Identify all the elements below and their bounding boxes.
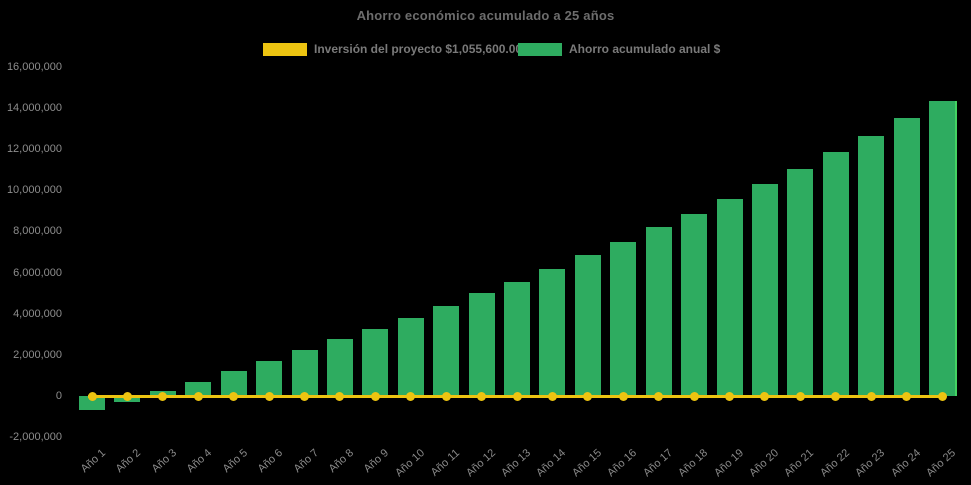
x-tick-label-año-9: Año 9 — [361, 447, 392, 476]
bar-año-7 — [291, 349, 318, 396]
legend-label-ahorro: Ahorro acumulado anual $ — [569, 42, 721, 56]
bar-año-11 — [433, 306, 460, 396]
bar-año-10 — [397, 317, 424, 396]
y-tick-label: 16,000,000 — [6, 61, 62, 73]
y-tick-label: 4,000,000 — [13, 307, 62, 320]
line-marker-año-9 — [370, 391, 380, 401]
x-tick-label-año-15: Año 15 — [569, 447, 604, 480]
line-marker-año-16 — [618, 391, 628, 401]
bar-año-21 — [787, 168, 814, 396]
bar-año-8 — [326, 339, 353, 396]
bar-año-20 — [751, 184, 778, 396]
line-marker-año-18 — [689, 391, 699, 401]
legend-item-inversion: Inversión del proyecto $1,055,600.00 — [263, 42, 522, 56]
bar-año-24 — [893, 118, 920, 396]
line-marker-año-19 — [725, 391, 735, 401]
x-tick-label-año-1: Año 1 — [78, 447, 109, 476]
bar-año-23 — [858, 135, 885, 396]
x-tick-label-año-6: Año 6 — [255, 447, 286, 476]
x-tick-label-año-20: Año 20 — [747, 447, 781, 480]
line-marker-año-7 — [300, 391, 310, 401]
y-tick-label: -2,000,000 — [9, 431, 62, 443]
bar-año-14 — [539, 269, 566, 396]
x-tick-label-año-23: Año 23 — [853, 447, 888, 480]
bar-año-13 — [504, 281, 531, 396]
x-tick-label-año-7: Año 7 — [291, 447, 321, 476]
x-tick-label-año-18: Año 18 — [676, 447, 711, 480]
x-tick-label-año-14: Año 14 — [534, 447, 569, 480]
bar-año-18 — [681, 213, 708, 396]
x-tick-label-año-10: Año 10 — [392, 447, 427, 480]
bar-año-9 — [362, 329, 389, 396]
line-marker-año-22 — [831, 391, 841, 401]
legend-item-ahorro: Ahorro acumulado anual $ — [518, 42, 720, 56]
x-tick-label-año-11: Año 11 — [428, 447, 463, 479]
line-marker-año-2 — [122, 391, 132, 401]
y-tick-label: 2,000,000 — [13, 348, 62, 361]
y-tick-label: 0 — [55, 389, 62, 402]
line-marker-año-12 — [477, 391, 487, 401]
x-tick-label-año-25: Año 25 — [924, 447, 959, 480]
bar-año-16 — [610, 241, 637, 396]
legend-swatch-ahorro — [518, 42, 562, 56]
line-marker-año-14 — [547, 391, 557, 401]
y-tick-label: 8,000,000 — [13, 225, 62, 238]
legend-label-inversion: Inversión del proyecto $1,055,600.00 — [314, 42, 523, 56]
legend-swatch-inversion — [263, 42, 307, 56]
x-tick-label-año-4: Año 4 — [184, 447, 215, 476]
bar-año-1 — [79, 395, 105, 411]
line-marker-año-4 — [193, 391, 203, 401]
x-tick-label-año-16: Año 16 — [605, 447, 640, 480]
x-tick-label-año-22: Año 22 — [817, 447, 852, 480]
bar-año-25 — [929, 100, 958, 396]
bar-año-6 — [256, 360, 283, 396]
y-tick-label: 14,000,000 — [6, 102, 62, 115]
x-tick-label-año-12: Año 12 — [463, 447, 498, 480]
line-marker-año-3 — [158, 391, 168, 401]
line-marker-año-23 — [866, 391, 876, 401]
bar-año-15 — [574, 255, 601, 396]
bar-año-12 — [468, 293, 495, 396]
line-marker-año-21 — [795, 391, 805, 401]
bar-año-19 — [716, 198, 743, 396]
x-tick-label-año-17: Año 17 — [640, 447, 675, 480]
x-tick-label-año-8: Año 8 — [326, 447, 356, 476]
y-tick-label: 6,000,000 — [13, 266, 62, 279]
line-marker-año-20 — [760, 391, 770, 401]
line-marker-año-5 — [229, 391, 239, 401]
line-marker-año-1 — [87, 391, 97, 401]
line-marker-año-8 — [335, 391, 345, 401]
line-marker-año-24 — [902, 391, 912, 401]
line-marker-año-25 — [937, 391, 947, 401]
x-tick-label-año-2: Año 2 — [114, 447, 144, 476]
line-marker-año-6 — [264, 391, 274, 401]
x-tick-label-año-3: Año 3 — [149, 447, 179, 476]
x-tick-label-año-13: Año 13 — [499, 447, 534, 480]
line-marker-año-15 — [583, 391, 593, 401]
line-marker-año-13 — [512, 391, 522, 401]
x-tick-label-año-5: Año 5 — [220, 447, 250, 476]
chart-title: Ahorro económico acumulado a 25 años — [356, 8, 615, 23]
x-tick-label-año-19: Año 19 — [711, 447, 746, 480]
y-tick-label: 12,000,000 — [6, 143, 62, 156]
x-tick-label-año-24: Año 24 — [888, 447, 923, 480]
x-tick-label-año-21: Año 21 — [782, 447, 817, 480]
bar-año-22 — [822, 152, 849, 396]
bar-año-4 — [185, 381, 212, 396]
y-tick-label: 10,000,000 — [6, 184, 62, 197]
line-marker-año-17 — [654, 391, 664, 401]
line-marker-año-11 — [441, 391, 451, 401]
bar-año-5 — [220, 371, 247, 396]
bar-año-17 — [645, 227, 672, 396]
line-marker-año-10 — [406, 391, 416, 401]
